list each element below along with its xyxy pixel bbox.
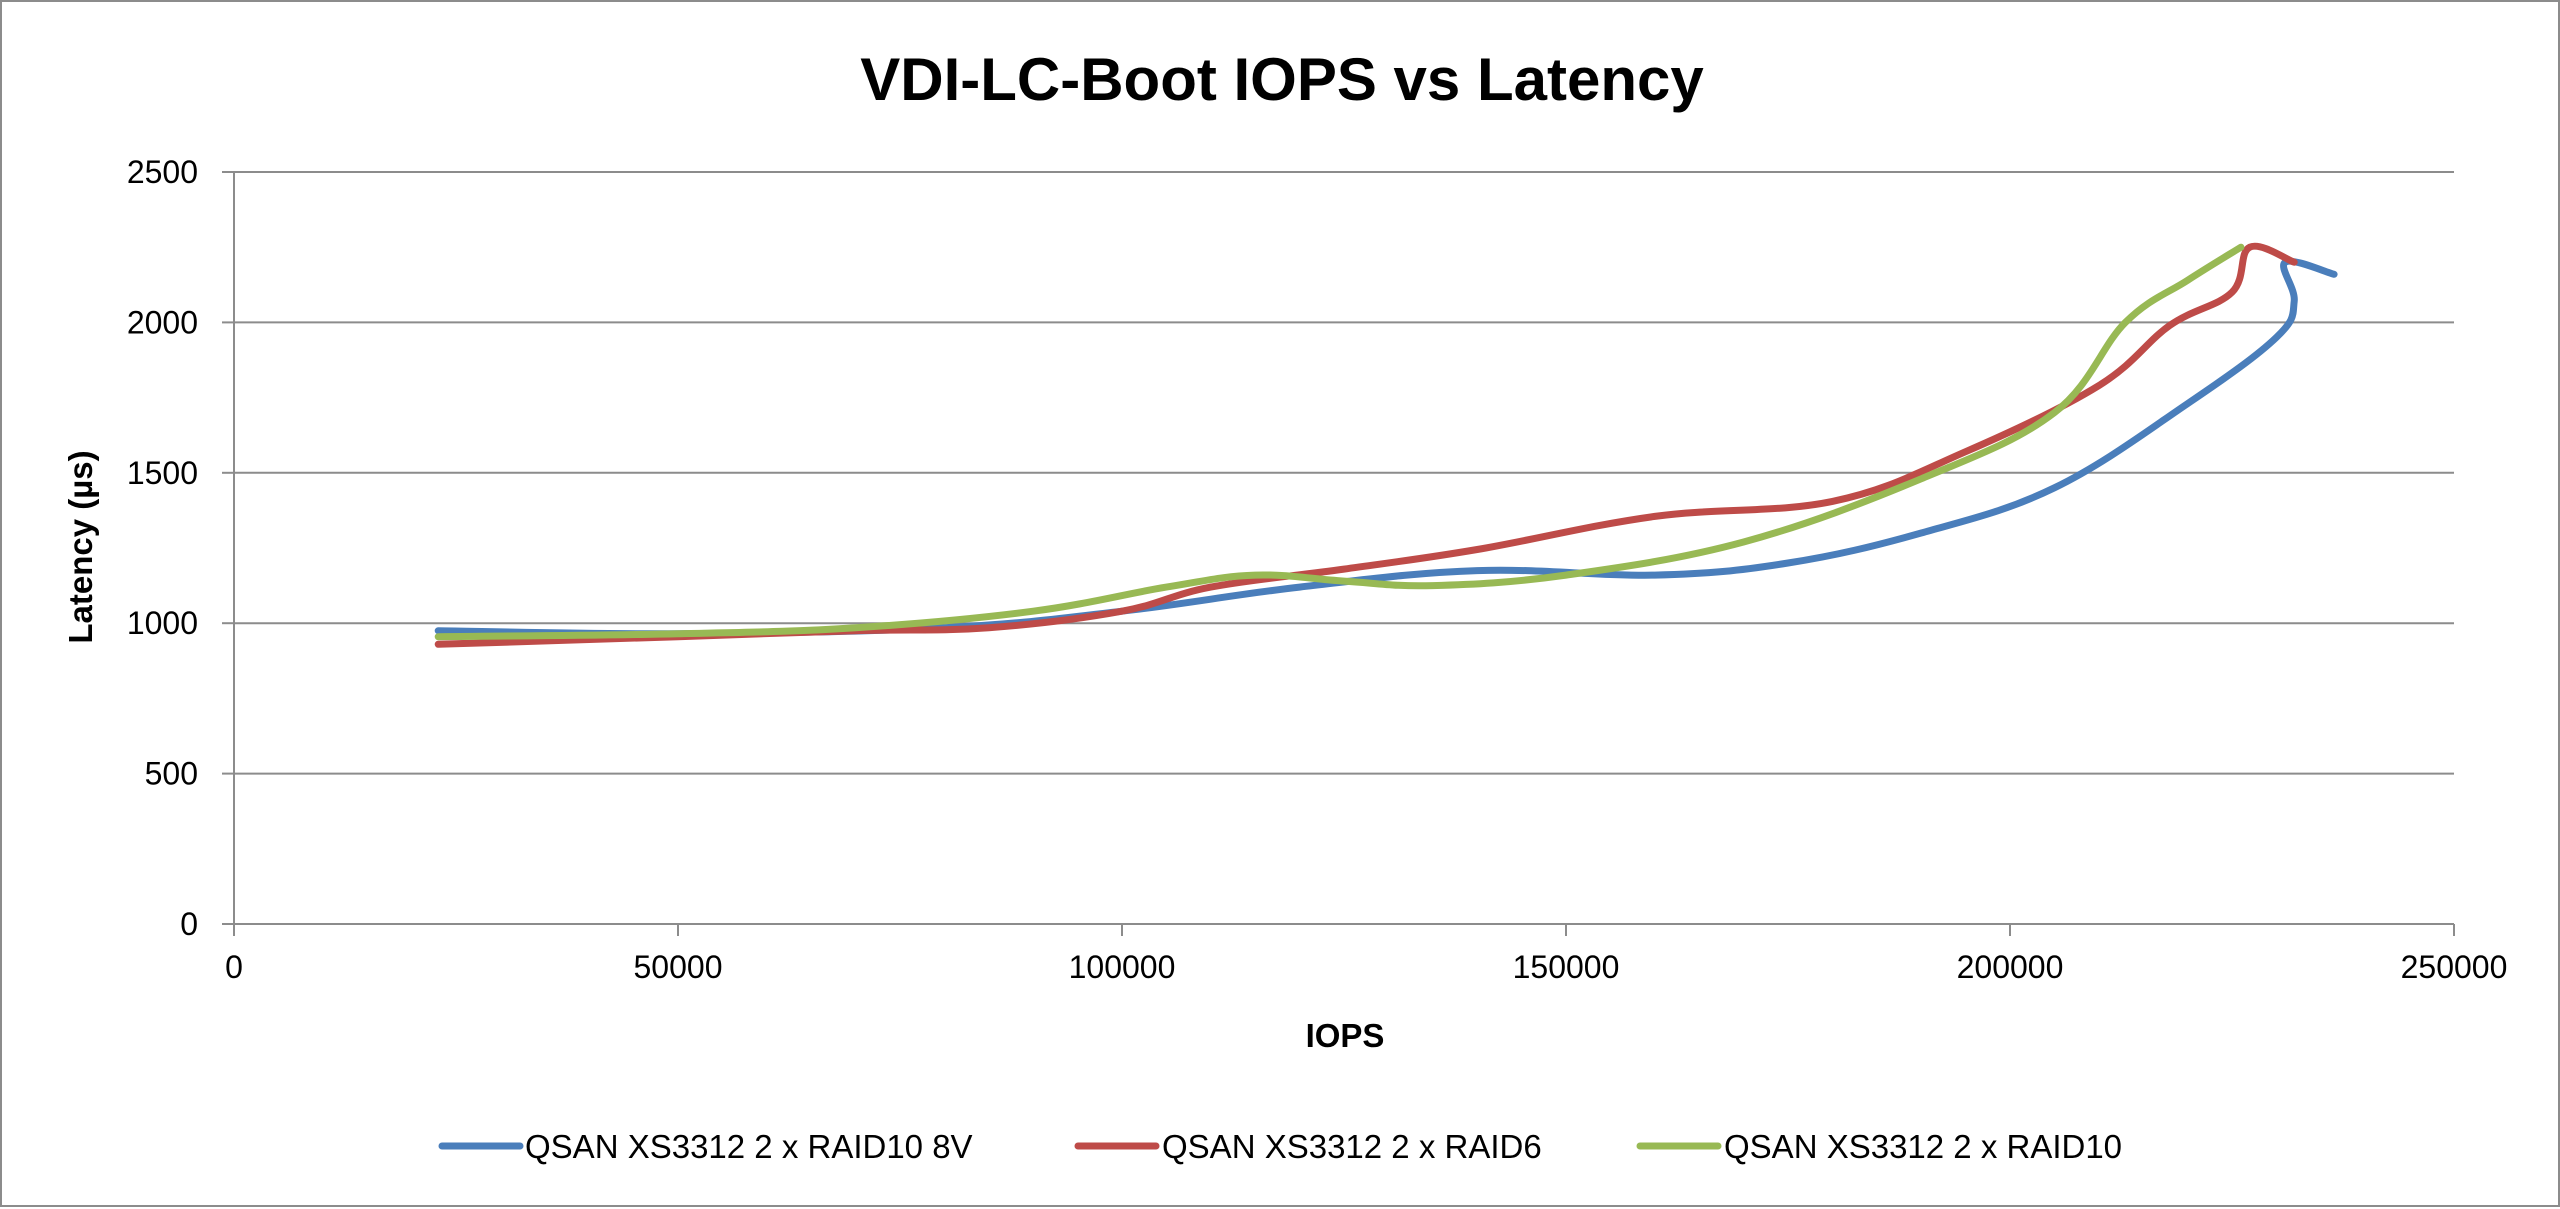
x-tick-label: 250000 (2401, 949, 2508, 985)
axes (222, 171, 2455, 936)
y-axis-title: Latency (µs) (62, 450, 99, 643)
x-tick-label: 150000 (1513, 949, 1620, 985)
x-tick-labels: 0 50000 100000 150000 200000 250000 (225, 949, 2507, 985)
x-tick-label: 200000 (1957, 949, 2064, 985)
y-tick-label: 2000 (127, 304, 198, 340)
y-tick-label: 1500 (127, 455, 198, 491)
legend-label: QSAN XS3312 2 x RAID6 (1162, 1128, 1542, 1165)
x-tick-label: 100000 (1069, 949, 1176, 985)
y-tick-label: 2500 (127, 154, 198, 190)
legend-label: QSAN XS3312 2 x RAID10 8V (525, 1128, 973, 1165)
y-tick-labels: 0 500 1000 1500 2000 2500 (127, 154, 198, 942)
y-tick-label: 0 (180, 906, 198, 942)
series-line-3 (434, 243, 2245, 641)
y-tick-label: 1000 (127, 605, 198, 641)
legend-label: QSAN XS3312 2 x RAID10 (1724, 1128, 2122, 1165)
x-tick-label: 50000 (634, 949, 723, 985)
x-tick-label: 0 (225, 949, 243, 985)
chart-title: VDI-LC-Boot IOPS vs Latency (860, 46, 1704, 113)
series-line-1 (434, 257, 2338, 638)
legend: QSAN XS3312 2 x RAID10 8V QSAN XS3312 2 x… (438, 1128, 2122, 1165)
series-lines (434, 242, 2338, 648)
gridlines (234, 171, 2454, 775)
x-axis-title: IOPS (1306, 1017, 1385, 1054)
y-tick-label: 500 (145, 756, 198, 792)
